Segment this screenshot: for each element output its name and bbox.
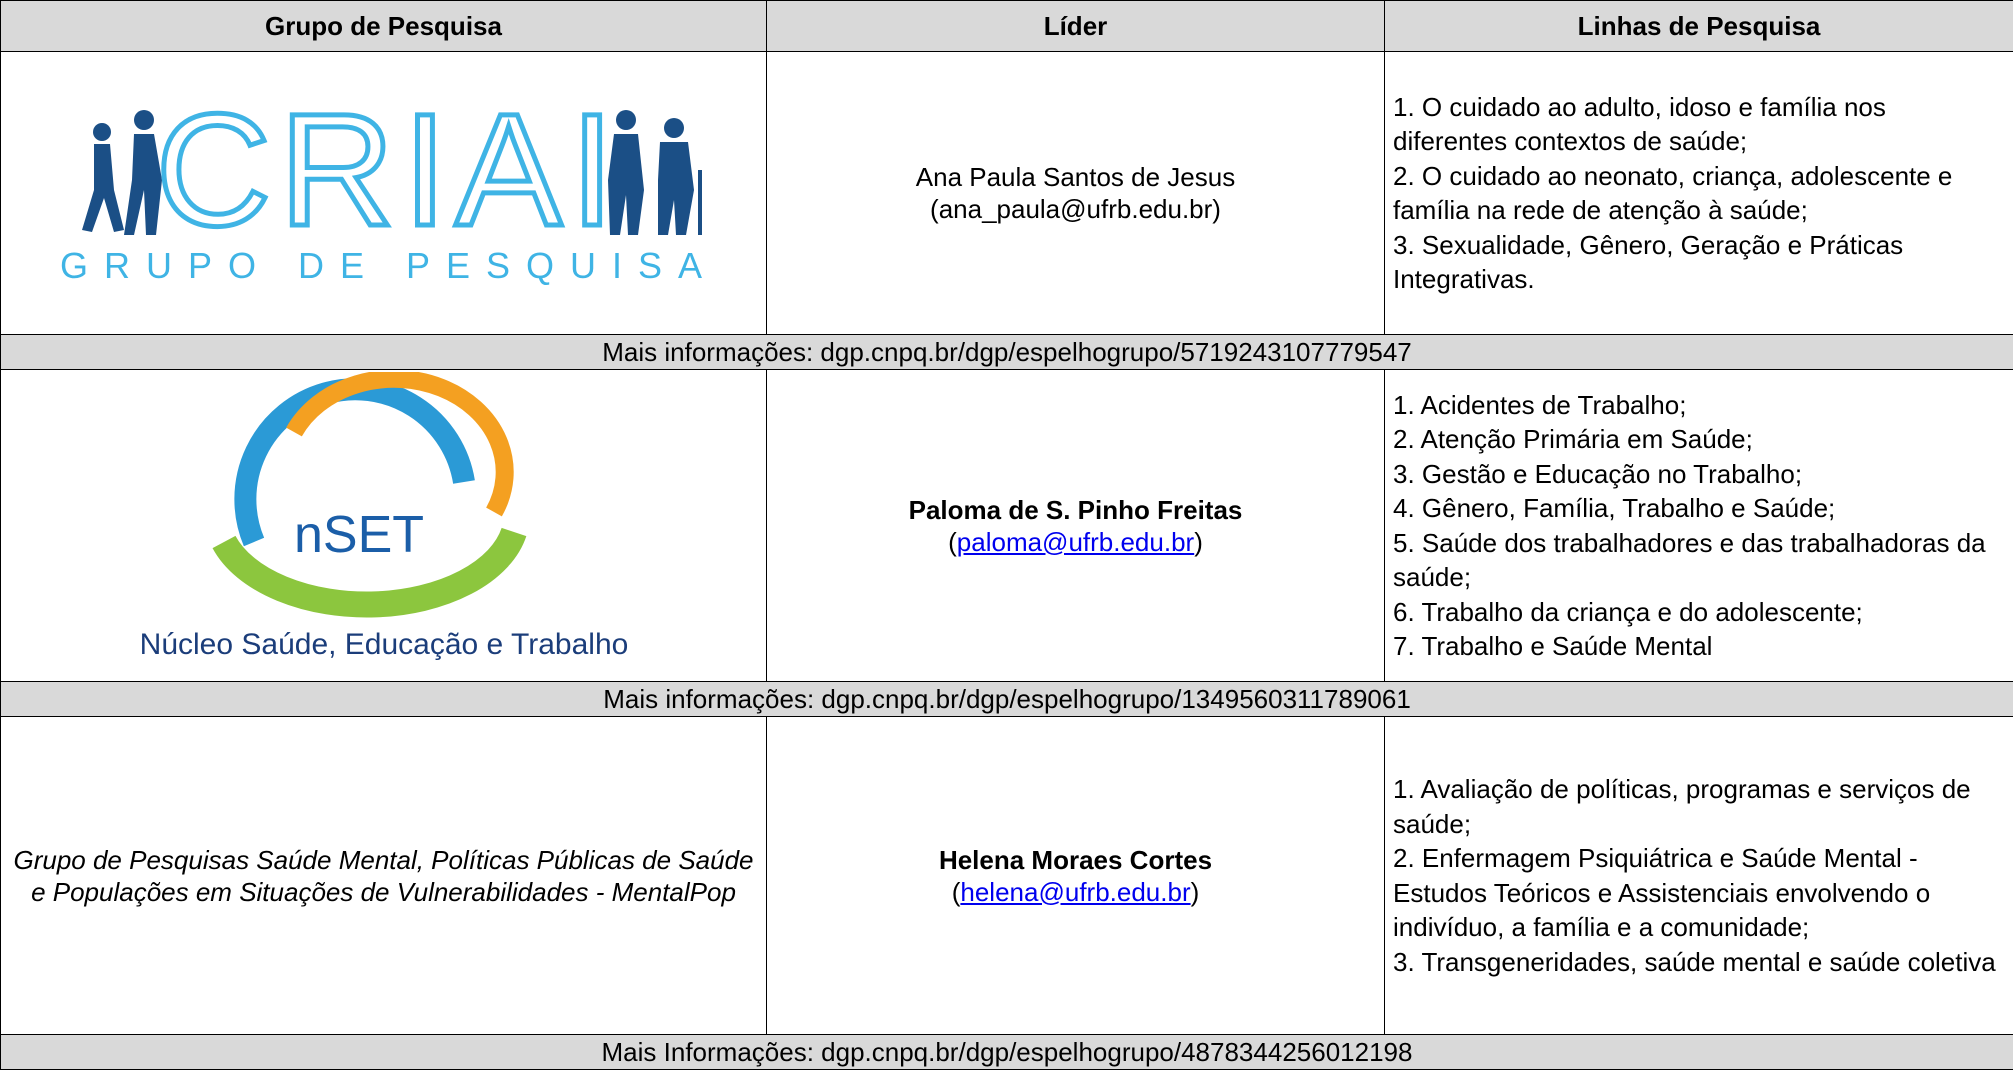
group-row: Grupo de Pesquisas Saúde Mental, Polític… xyxy=(1,717,2013,1035)
paren: ) xyxy=(1194,527,1203,557)
lines-cell: 1. O cuidado ao adulto, idoso e família … xyxy=(1385,52,2013,335)
info-row: Mais informações: dgp.cnpq.br/dgp/espelh… xyxy=(1,682,2013,717)
info-cell: Mais informações: dgp.cnpq.br/dgp/espelh… xyxy=(1,335,2013,370)
group-row: CRIAI GRUPO DE PESQUISA Ana Paula Santos… xyxy=(1,52,2013,335)
research-line: 3. Sexualidade, Gênero, Geração e Prátic… xyxy=(1393,228,2005,297)
research-line: 2. Enfermagem Psiquiátrica e Saúde Menta… xyxy=(1393,841,2005,945)
research-line: 2. Atenção Primária em Saúde; xyxy=(1393,422,2005,457)
research-line: 7. Trabalho e Saúde Mental xyxy=(1393,629,2005,664)
email-link[interactable]: helena@ufrb.edu.br xyxy=(960,877,1190,907)
header-row: Grupo de Pesquisa Líder Linhas de Pesqui… xyxy=(1,1,2013,52)
header-cell: Linhas de Pesquisa xyxy=(1385,1,2013,52)
research-line: 2. O cuidado ao neonato, criança, adoles… xyxy=(1393,159,2005,228)
leader-name: Helena Moraes Cortes xyxy=(775,844,1376,876)
research-line: 3. Gestão e Educação no Trabalho; xyxy=(1393,457,2005,492)
criai-logo: CRIAI GRUPO DE PESQUISA xyxy=(34,70,734,310)
email-link[interactable]: paloma@ufrb.edu.br xyxy=(957,527,1194,557)
nset-logo: nSET Núcleo Saúde, Educação e Trabalho xyxy=(104,372,664,672)
lines-cell: 1. Acidentes de Trabalho; 2. Atenção Pri… xyxy=(1385,370,2013,682)
research-line: 1. O cuidado ao adulto, idoso e família … xyxy=(1393,90,2005,159)
leader-cell: Paloma de S. Pinho Freitas (paloma@ufrb.… xyxy=(767,370,1385,682)
leader-cell: Helena Moraes Cortes (helena@ufrb.edu.br… xyxy=(767,717,1385,1035)
info-cell: Mais Informações: dgp.cnpq.br/dgp/espelh… xyxy=(1,1035,2013,1070)
research-line: 3. Transgeneridades, saúde mental e saúd… xyxy=(1393,945,2005,980)
research-line: 5. Saúde dos trabalhadores e das trabalh… xyxy=(1393,526,2005,595)
info-cell: Mais informações: dgp.cnpq.br/dgp/espelh… xyxy=(1,682,2013,717)
group-name-cell: Grupo de Pesquisas Saúde Mental, Polític… xyxy=(1,717,767,1035)
logo-title: CRIAI xyxy=(155,80,622,259)
research-line: 4. Gênero, Família, Trabalho e Saúde; xyxy=(1393,491,2005,526)
leader-name: Paloma de S. Pinho Freitas xyxy=(775,494,1376,526)
info-row: Mais Informações: dgp.cnpq.br/dgp/espelh… xyxy=(1,1035,2013,1070)
leader-email: (ana_paula@ufrb.edu.br) xyxy=(775,193,1376,225)
research-line: 6. Trabalho da criança e do adolescente; xyxy=(1393,595,2005,630)
logo-cell: nSET Núcleo Saúde, Educação e Trabalho xyxy=(1,370,767,682)
leader-email: (helena@ufrb.edu.br) xyxy=(775,876,1376,908)
logo-title: nSET xyxy=(293,506,423,564)
research-line: 1. Acidentes de Trabalho; xyxy=(1393,388,2005,423)
paren: ( xyxy=(948,527,957,557)
leader-name: Ana Paula Santos de Jesus xyxy=(775,161,1376,193)
info-row: Mais informações: dgp.cnpq.br/dgp/espelh… xyxy=(1,335,2013,370)
header-cell: Líder xyxy=(767,1,1385,52)
group-row: nSET Núcleo Saúde, Educação e Trabalho P… xyxy=(1,370,2013,682)
leader-email: (paloma@ufrb.edu.br) xyxy=(775,526,1376,558)
lines-cell: 1. Avaliação de políticas, programas e s… xyxy=(1385,717,2013,1035)
logo-subtitle: GRUPO DE PESQUISA xyxy=(59,245,717,286)
logo-cell: CRIAI GRUPO DE PESQUISA xyxy=(1,52,767,335)
research-line: 1. Avaliação de políticas, programas e s… xyxy=(1393,772,2005,841)
logo-subtitle: Núcleo Saúde, Educação e Trabalho xyxy=(139,628,628,661)
paren: ) xyxy=(1191,877,1200,907)
leader-cell: Ana Paula Santos de Jesus (ana_paula@ufr… xyxy=(767,52,1385,335)
header-cell: Grupo de Pesquisa xyxy=(1,1,767,52)
